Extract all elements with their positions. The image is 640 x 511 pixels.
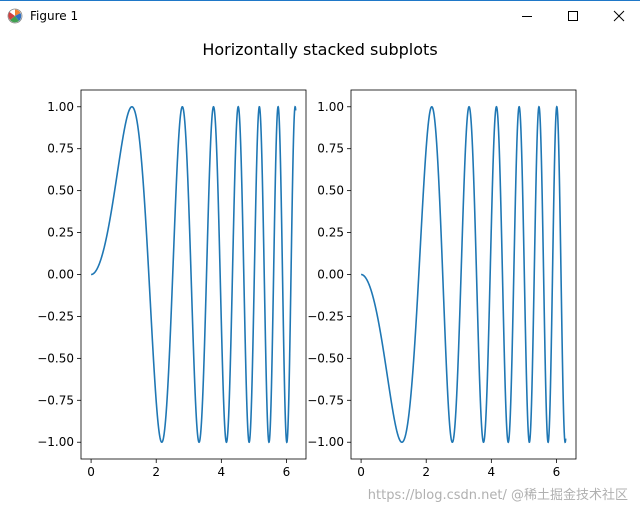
y-tick-label: −0.25 [37, 309, 74, 323]
y-tick-label: 0.25 [317, 226, 344, 240]
y-tick-label: 1.00 [47, 100, 74, 114]
x-tick-label: 2 [422, 465, 430, 479]
figure-canvas: Horizontally stacked subplots 0 2 4 6 −1.00 −… [37, 40, 577, 479]
minimize-button[interactable] [504, 1, 550, 31]
title-bar[interactable]: Figure 1 [0, 0, 640, 31]
axes-frame [80, 89, 307, 460]
x-tick-label: 2 [152, 465, 160, 479]
y-tick-label: −1.00 [37, 435, 74, 449]
subplot-left: 0 2 4 6 −1.00 −0.75 −0.50 −0.25 0.00 0.25 0.50 0.75… [37, 89, 307, 479]
maximize-icon [568, 11, 578, 21]
y-tick-label: 0.75 [317, 142, 344, 156]
watermark-text: https://blog.csdn.net/ @稀土掘金技术社区 [367, 488, 628, 503]
y-tick-label: 1.00 [317, 100, 344, 114]
y-tick-label: −0.75 [307, 393, 344, 407]
matplotlib-icon [7, 8, 23, 24]
y-tick-label: −0.25 [307, 309, 344, 323]
window-title: Figure 1 [30, 9, 79, 23]
minimize-icon [522, 16, 532, 17]
x-tick-label: 6 [283, 465, 291, 479]
y-tick-label: −1.00 [307, 435, 344, 449]
y-tick-label: −0.50 [307, 351, 344, 365]
x-tick-label: 0 [87, 465, 95, 479]
figure-suptitle: Horizontally stacked subplots [202, 40, 437, 59]
x-tick-label: 4 [218, 465, 226, 479]
y-tick-label: 0.75 [47, 142, 74, 156]
y-tick-label: 0.00 [317, 268, 344, 282]
maximize-button[interactable] [550, 1, 596, 31]
y-tick-label: 0.50 [317, 184, 344, 198]
axes-frame [350, 89, 577, 460]
y-tick-label: 0.25 [47, 226, 74, 240]
y-tick-label: −0.50 [37, 351, 74, 365]
y-tick-label: 0.00 [47, 268, 74, 282]
x-tick-label: 0 [357, 465, 365, 479]
close-icon [613, 10, 625, 22]
series-line [361, 105, 567, 444]
x-tick-label: 6 [553, 465, 561, 479]
close-button[interactable] [596, 1, 640, 31]
subplot-right: 0 2 4 6 −1.00 −0.75 −0.50 −0.25 0.00 0.25 0.50 0.75… [307, 89, 577, 479]
series-line [91, 105, 297, 444]
x-tick-label: 4 [488, 465, 496, 479]
y-tick-label: 0.50 [47, 184, 74, 198]
y-tick-label: −0.75 [37, 393, 74, 407]
